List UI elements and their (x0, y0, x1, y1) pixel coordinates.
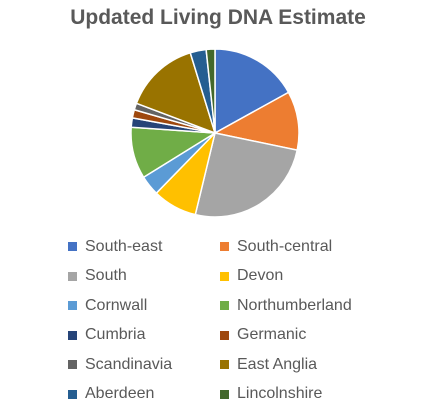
legend-item-northumberland: Northumberland (220, 291, 370, 321)
legend-label: South (85, 267, 127, 285)
pie-slice-lincolnshire (205, 48, 216, 134)
legend-swatch (68, 389, 77, 399)
legend-item-aberdeen: Aberdeen (68, 380, 218, 410)
chart-title: Updated Living DNA Estimate (70, 6, 366, 29)
legend-label: Lincolnshire (237, 385, 323, 403)
legend-item-east-anglia: East Anglia (220, 350, 370, 380)
legend-label: Devon (237, 267, 284, 285)
legend-item-cumbria: Cumbria (68, 321, 218, 351)
legend-swatch (68, 271, 77, 281)
chart-legend: South-east South-central South Devon Cornwal… (68, 232, 370, 409)
legend-label: Scandinavia (85, 355, 173, 373)
legend-item-south-central: South-central (220, 232, 370, 262)
pie-slice-east-anglia (135, 51, 217, 135)
pie-slice-south (194, 132, 299, 218)
legend-label: Cornwall (85, 296, 148, 314)
legend-item-lincolnshire: Lincolnshire (220, 380, 370, 410)
legend-label: Germanic (237, 326, 307, 344)
legend-label: East Anglia (237, 355, 318, 373)
legend-swatch (220, 389, 229, 399)
legend-item-south-east: South-east (68, 232, 218, 262)
legend-swatch (220, 301, 229, 311)
legend-label: Northumberland (237, 296, 352, 314)
legend-swatch (68, 242, 77, 252)
legend-item-cornwall: Cornwall (68, 291, 218, 321)
legend-item-south: South (68, 262, 218, 292)
legend-label: Cumbria (85, 326, 146, 344)
legend-item-scandinavia: Scandinavia (68, 350, 218, 380)
legend-swatch (220, 271, 229, 281)
pie-chart (130, 48, 300, 218)
legend-item-devon: Devon (220, 262, 370, 292)
legend-swatch (68, 360, 77, 370)
legend-swatch (220, 360, 229, 370)
legend-label: South-east (85, 237, 163, 255)
legend-item-germanic: Germanic (220, 321, 370, 351)
pie-slice-south-east (214, 48, 290, 135)
legend-swatch (68, 301, 77, 311)
legend-swatch (68, 330, 77, 340)
legend-label: South-central (237, 237, 333, 255)
legend-swatch (220, 242, 229, 252)
legend-swatch (220, 330, 229, 340)
legend-label: Aberdeen (85, 385, 155, 403)
